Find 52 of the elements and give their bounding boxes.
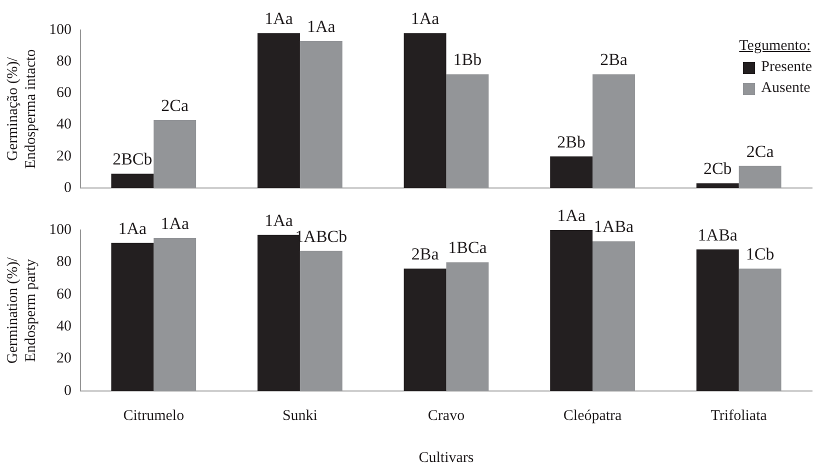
y-tick-label: 80	[56, 254, 72, 270]
annotation: 1ABCb	[295, 226, 348, 246]
legend-label: Ausente	[761, 80, 810, 97]
y-tick-label: 100	[49, 222, 72, 238]
y-tick-label: 60	[56, 286, 72, 302]
bar	[550, 230, 593, 391]
annotation: 2Ba	[600, 50, 628, 70]
annotation: 2Ca	[161, 96, 190, 116]
annotation: 2BCb	[112, 150, 152, 169]
x-tick-label: Citrumelo	[123, 408, 184, 424]
y-tick-label: 20	[56, 350, 72, 367]
bar	[696, 183, 739, 188]
annotation: 1Aa	[160, 214, 190, 234]
y-tick-label: 80	[56, 54, 72, 70]
legend-title: Tegumento:	[739, 38, 812, 55]
bar	[258, 33, 300, 188]
legend-label: Presente	[761, 59, 812, 76]
x-tick-label: Cleópatra	[563, 408, 622, 424]
annotation: 1ABa	[698, 225, 738, 244]
y-tick-label: 40	[56, 318, 72, 335]
annotation: 1Aa	[410, 9, 440, 28]
annotation: 1Bb	[453, 50, 482, 70]
y-tick-label: 0	[64, 382, 72, 399]
y-tick-label: 40	[56, 116, 72, 133]
y-tick-label: 60	[56, 85, 72, 102]
y-axis-title: Germination (%)/ Endosperm party	[4, 256, 39, 364]
annotation: 1Aa	[307, 17, 336, 36]
annotation: 1BCa	[448, 238, 488, 258]
annotation: 1Aa	[264, 9, 294, 28]
annotation: 1Aa	[118, 218, 148, 238]
annotation: 1Aa	[264, 210, 294, 230]
bar	[550, 156, 593, 188]
bar	[404, 33, 446, 188]
bar	[404, 268, 446, 391]
y-tick-label: 0	[64, 180, 72, 196]
annotation: 1ABa	[594, 217, 634, 236]
y-axis-title: Germinação (%)/ Endosperma intacto	[4, 49, 39, 169]
bar	[111, 174, 154, 188]
annotation: 2Ca	[746, 142, 774, 161]
y-tick-label: 20	[56, 148, 72, 164]
y-tick-label: 100	[49, 22, 72, 38]
annotation: 2Cb	[703, 159, 732, 178]
annotation: 2Bb	[557, 132, 586, 152]
bar	[111, 242, 154, 391]
x-tick-label: Trifoliata	[710, 408, 768, 424]
x-axis-title: Cultivars	[418, 450, 474, 466]
x-tick-label: Cravo	[428, 408, 465, 424]
x-tick-label: Sunki	[282, 408, 318, 424]
annotation: 2Ba	[411, 244, 440, 264]
annotation: 1Aa	[557, 206, 586, 225]
annotation: 1Cb	[746, 244, 774, 264]
bar	[696, 249, 739, 391]
